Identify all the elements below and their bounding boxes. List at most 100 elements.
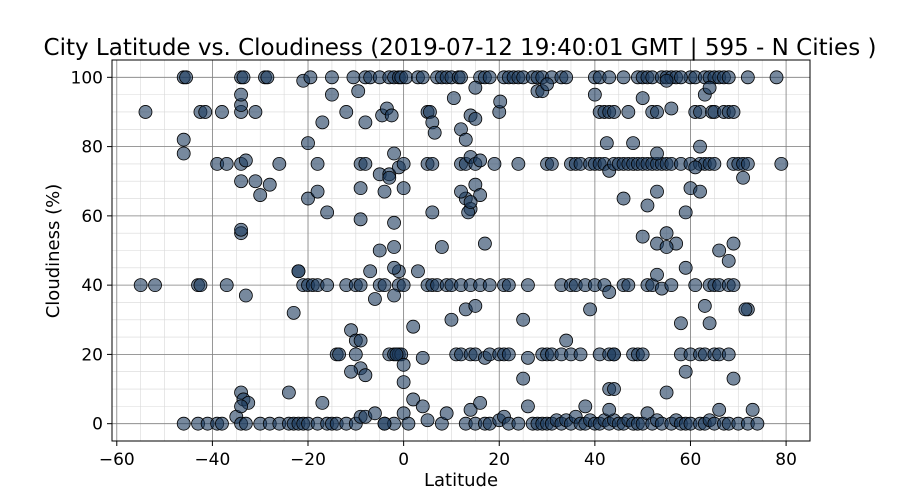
data-point bbox=[234, 399, 248, 414]
data-point bbox=[664, 101, 679, 116]
data-point bbox=[372, 243, 387, 258]
x-tick-label: −20 bbox=[290, 450, 326, 470]
data-point bbox=[516, 371, 531, 386]
data-point bbox=[215, 105, 229, 119]
data-point bbox=[339, 105, 354, 119]
data-point bbox=[521, 350, 535, 365]
data-point bbox=[411, 264, 425, 279]
x-tick-label: 40 bbox=[584, 450, 606, 470]
data-point bbox=[353, 278, 368, 293]
data-point bbox=[176, 132, 191, 147]
data-point bbox=[726, 371, 741, 386]
data-point bbox=[774, 157, 789, 171]
x-tick-label: −60 bbox=[99, 450, 135, 470]
data-point bbox=[688, 278, 703, 293]
data-point bbox=[454, 184, 468, 199]
data-point bbox=[487, 157, 502, 171]
data-point bbox=[607, 347, 621, 362]
data-point bbox=[473, 395, 488, 410]
data-point bbox=[693, 139, 707, 154]
data-point bbox=[260, 70, 275, 85]
data-point bbox=[473, 153, 488, 168]
data-point bbox=[272, 157, 287, 171]
data-point bbox=[602, 70, 617, 85]
data-point bbox=[659, 385, 674, 400]
data-point bbox=[540, 77, 554, 92]
data-point bbox=[387, 215, 401, 230]
data-point bbox=[396, 181, 411, 196]
data-point bbox=[712, 243, 727, 258]
data-point bbox=[253, 188, 268, 202]
data-point bbox=[740, 157, 755, 171]
data-point bbox=[387, 260, 401, 275]
data-point bbox=[332, 347, 346, 362]
data-point bbox=[238, 288, 253, 303]
data-point bbox=[616, 70, 631, 85]
data-point bbox=[415, 350, 430, 365]
data-point bbox=[399, 70, 413, 85]
data-point bbox=[511, 157, 526, 171]
data-point bbox=[726, 278, 741, 293]
data-point bbox=[133, 278, 148, 293]
data-point bbox=[387, 288, 401, 303]
data-points bbox=[133, 70, 789, 431]
data-point bbox=[406, 392, 421, 407]
data-point bbox=[427, 125, 442, 140]
data-point bbox=[325, 70, 339, 85]
data-point bbox=[344, 364, 358, 379]
data-point bbox=[468, 299, 483, 313]
data-point bbox=[726, 236, 741, 251]
data-point bbox=[664, 278, 679, 293]
data-point bbox=[406, 319, 421, 334]
data-point bbox=[439, 406, 454, 421]
data-point bbox=[420, 413, 435, 428]
data-point bbox=[621, 278, 636, 293]
data-point bbox=[559, 70, 574, 85]
data-point bbox=[678, 364, 693, 379]
data-point bbox=[607, 382, 621, 396]
data-point bbox=[148, 278, 162, 293]
data-point bbox=[599, 136, 614, 151]
data-point bbox=[291, 264, 306, 279]
data-point bbox=[358, 368, 373, 383]
data-point bbox=[458, 132, 473, 147]
y-tick-label: 60 bbox=[81, 207, 103, 227]
data-point bbox=[702, 80, 717, 95]
y-tick-label: 0 bbox=[92, 415, 103, 435]
y-axis-label: Cloudiness (%) bbox=[43, 184, 64, 319]
data-point bbox=[501, 347, 516, 362]
y-axis-ticks: 0 20 40 60 80 100 bbox=[71, 68, 112, 435]
data-point bbox=[301, 191, 315, 206]
data-point bbox=[198, 105, 213, 119]
data-point bbox=[468, 80, 483, 95]
data-point bbox=[301, 136, 315, 151]
data-point bbox=[482, 278, 497, 293]
data-point bbox=[626, 136, 641, 151]
data-point bbox=[389, 347, 404, 362]
data-point bbox=[674, 316, 688, 331]
data-point bbox=[234, 222, 248, 237]
data-point bbox=[726, 105, 741, 119]
data-point bbox=[310, 184, 325, 199]
data-point bbox=[607, 105, 621, 119]
data-point bbox=[650, 184, 664, 199]
data-point bbox=[176, 146, 191, 161]
data-point bbox=[712, 402, 727, 417]
data-point bbox=[363, 264, 378, 279]
data-point bbox=[262, 177, 277, 192]
data-point bbox=[368, 292, 382, 306]
data-point bbox=[740, 70, 755, 85]
data-point bbox=[425, 157, 440, 171]
data-point bbox=[769, 70, 784, 85]
data-point bbox=[621, 105, 636, 119]
data-point bbox=[396, 357, 411, 372]
data-point bbox=[248, 174, 263, 189]
data-point bbox=[234, 87, 248, 102]
data-point bbox=[320, 205, 335, 220]
data-point bbox=[750, 416, 765, 431]
data-point bbox=[468, 111, 483, 126]
data-point bbox=[353, 212, 368, 227]
data-point bbox=[745, 402, 760, 417]
data-point bbox=[463, 195, 478, 209]
